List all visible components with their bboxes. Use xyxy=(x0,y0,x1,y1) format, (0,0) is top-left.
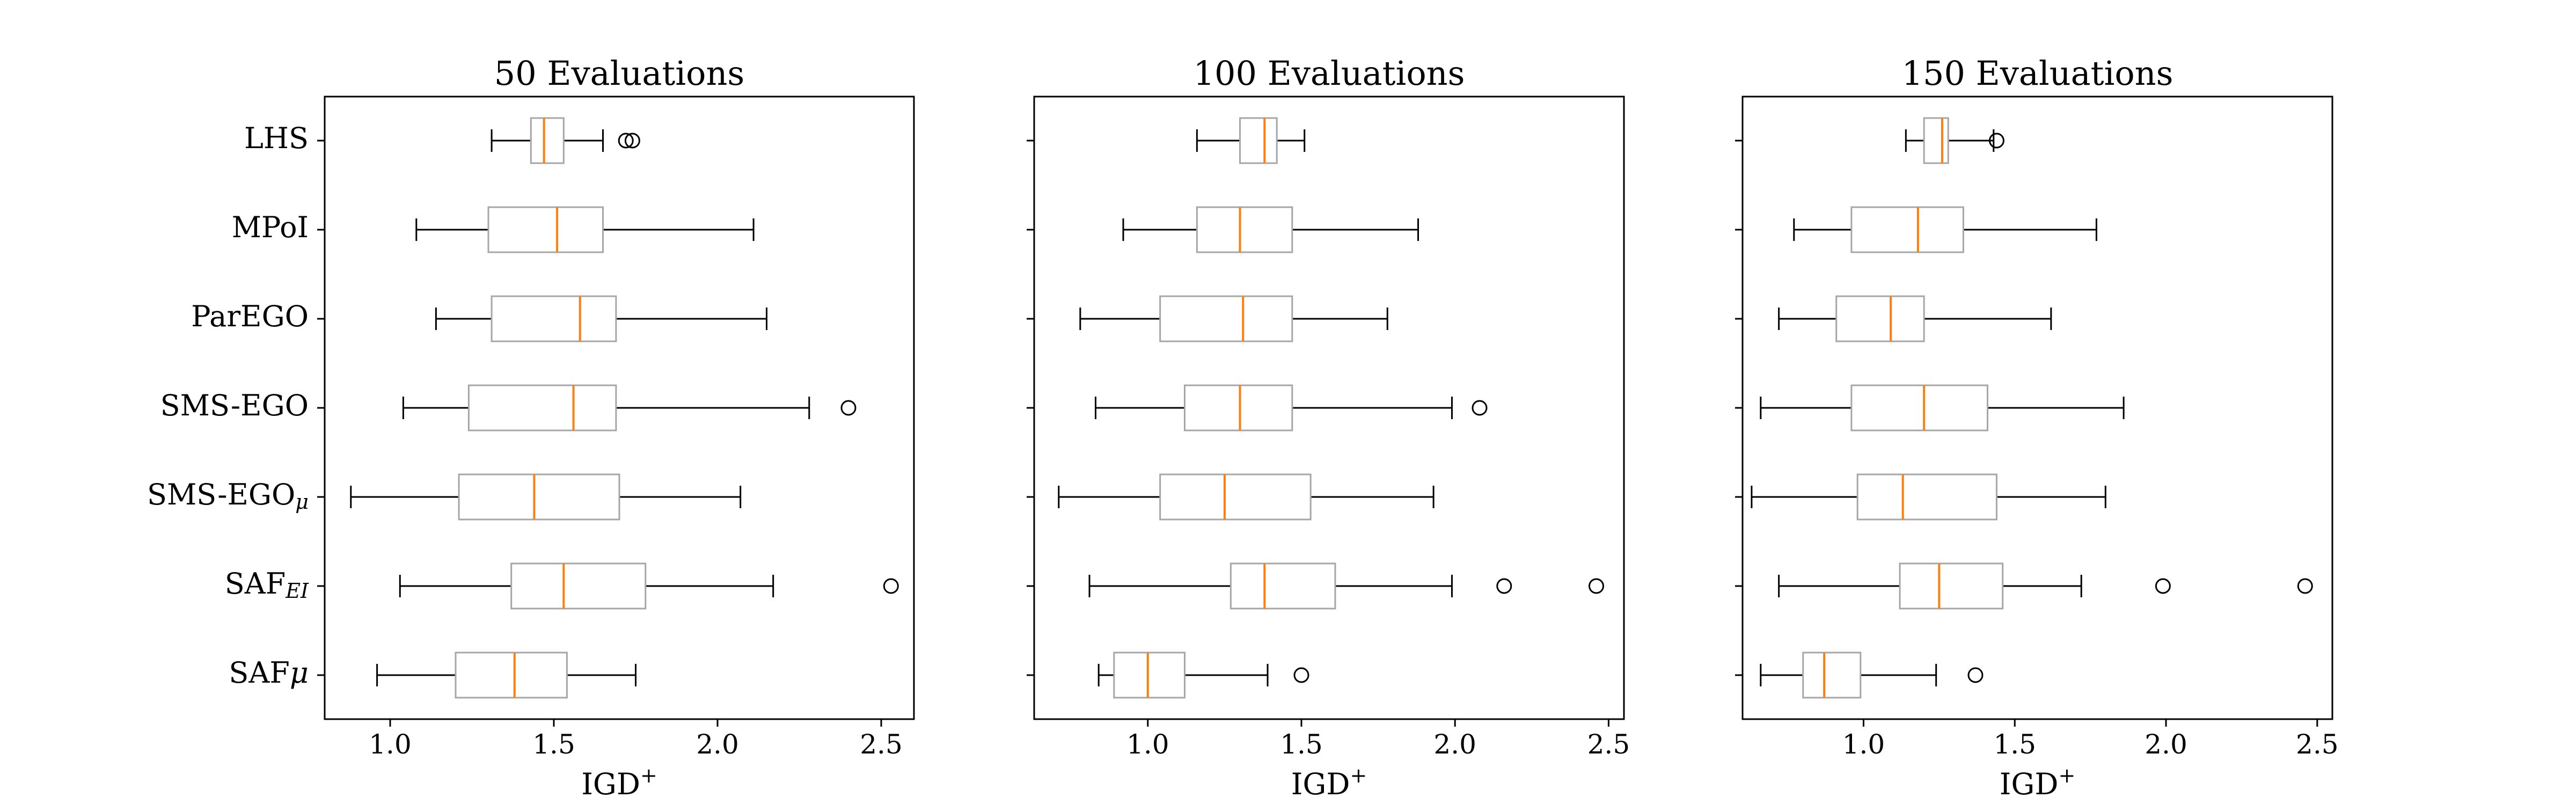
box-sms-ego- xyxy=(1735,473,2106,521)
outlier-point xyxy=(883,578,899,594)
outlier-point xyxy=(1967,667,1984,683)
category-label: ParEGO xyxy=(191,299,309,333)
x-tick-label: 1.0 xyxy=(1126,729,1169,760)
category-label: LHS xyxy=(244,121,309,155)
iqr-box xyxy=(1183,384,1293,431)
iqr-box xyxy=(458,473,620,521)
outlier-point xyxy=(1988,133,2004,149)
box-sms-ego xyxy=(1027,384,1488,431)
panel-2: 100 Evaluations 1.0 1.5 2.0 2.5 IGD+ xyxy=(1027,54,1630,801)
x-tick-label: 2.5 xyxy=(1587,729,1630,760)
panel-title: 100 Evaluations xyxy=(1194,54,1465,93)
outlier-point xyxy=(618,133,634,149)
box-mpoi: MPoI xyxy=(232,206,755,253)
x-axis-label: IGD+ xyxy=(2000,764,2076,801)
x-tick-label: 1.0 xyxy=(369,729,412,760)
box-mpoi xyxy=(1027,206,1419,253)
iqr-box xyxy=(1239,117,1278,164)
iqr-box xyxy=(1856,473,1997,521)
iqr-box xyxy=(1196,206,1293,253)
x-axis-label: IGD+ xyxy=(1291,764,1367,801)
iqr-box xyxy=(1923,117,1949,164)
box-sms-ego-: SMS-EGOμ xyxy=(147,473,742,521)
iqr-box xyxy=(1230,562,1336,610)
box-saf-ei: SAFEI xyxy=(225,562,899,610)
iqr-box xyxy=(1113,652,1185,699)
box-saf-ei xyxy=(1027,562,1604,610)
iqr-box xyxy=(530,117,565,164)
x-tick-label: 1.5 xyxy=(532,729,575,760)
box-parego: ParEGO xyxy=(191,295,767,342)
panel-3: 150 Evaluations 1.0 1.5 2.0 2.5 IGD+ xyxy=(1735,54,2339,801)
box-saf-ei xyxy=(1735,562,2313,610)
outlier-point xyxy=(1588,578,1604,594)
box-lhs xyxy=(1027,117,1306,164)
outlier-point xyxy=(624,133,640,149)
box-saf- xyxy=(1735,652,1984,699)
box-parego xyxy=(1027,295,1388,342)
box-sms-ego: SMS-EGO xyxy=(160,384,857,431)
panel-title: 50 Evaluations xyxy=(494,54,744,93)
box-sms-ego xyxy=(1735,384,2125,431)
category-label: SAFμ xyxy=(229,656,309,690)
box-parego xyxy=(1735,295,2052,342)
x-tick-label: 2.5 xyxy=(2296,729,2339,760)
category-label: SAFEI xyxy=(225,567,309,603)
x-tick-label: 2.5 xyxy=(860,729,903,760)
iqr-box xyxy=(487,206,604,253)
outlier-point xyxy=(2155,578,2171,594)
outlier-point xyxy=(1472,400,1488,416)
category-label: SMS-EGOμ xyxy=(147,478,309,514)
box-sms-ego- xyxy=(1027,473,1435,521)
category-label: MPoI xyxy=(232,210,309,244)
box-mpoi xyxy=(1735,206,2097,253)
box-lhs xyxy=(1735,117,2004,164)
outlier-point xyxy=(1496,578,1512,594)
iqr-box xyxy=(455,652,568,699)
iqr-box xyxy=(1802,652,1862,699)
outlier-point xyxy=(1293,667,1309,683)
iqr-box xyxy=(467,384,617,431)
box-saf- xyxy=(1027,652,1309,699)
panel-1: 50 Evaluations 1.0 1.5 2.0 2.5 IGD+ LHS MPoI Par… xyxy=(147,54,915,801)
iqr-box xyxy=(1850,384,1989,431)
iqr-box xyxy=(491,295,617,342)
iqr-box xyxy=(510,562,647,610)
iqr-box xyxy=(1850,206,1964,253)
outlier-point xyxy=(2297,578,2313,594)
iqr-box xyxy=(1159,473,1312,521)
x-axis-label: IGD+ xyxy=(581,764,657,801)
x-tick-label: 2.0 xyxy=(1433,729,1476,760)
x-tick-label: 1.5 xyxy=(1280,729,1323,760)
panel-title: 150 Evaluations xyxy=(1902,54,2174,93)
x-tick-label: 1.0 xyxy=(1842,729,1885,760)
outlier-point xyxy=(840,400,857,416)
category-label: SMS-EGO xyxy=(160,389,309,422)
iqr-box xyxy=(1835,295,1925,342)
box-lhs: LHS xyxy=(244,117,640,164)
x-tick-label: 1.5 xyxy=(1993,729,2036,760)
box-saf-: SAFμ xyxy=(229,652,636,699)
iqr-box xyxy=(1899,562,2004,610)
x-tick-label: 2.0 xyxy=(2145,729,2187,760)
iqr-box xyxy=(1159,295,1293,342)
x-tick-label: 2.0 xyxy=(696,729,739,760)
